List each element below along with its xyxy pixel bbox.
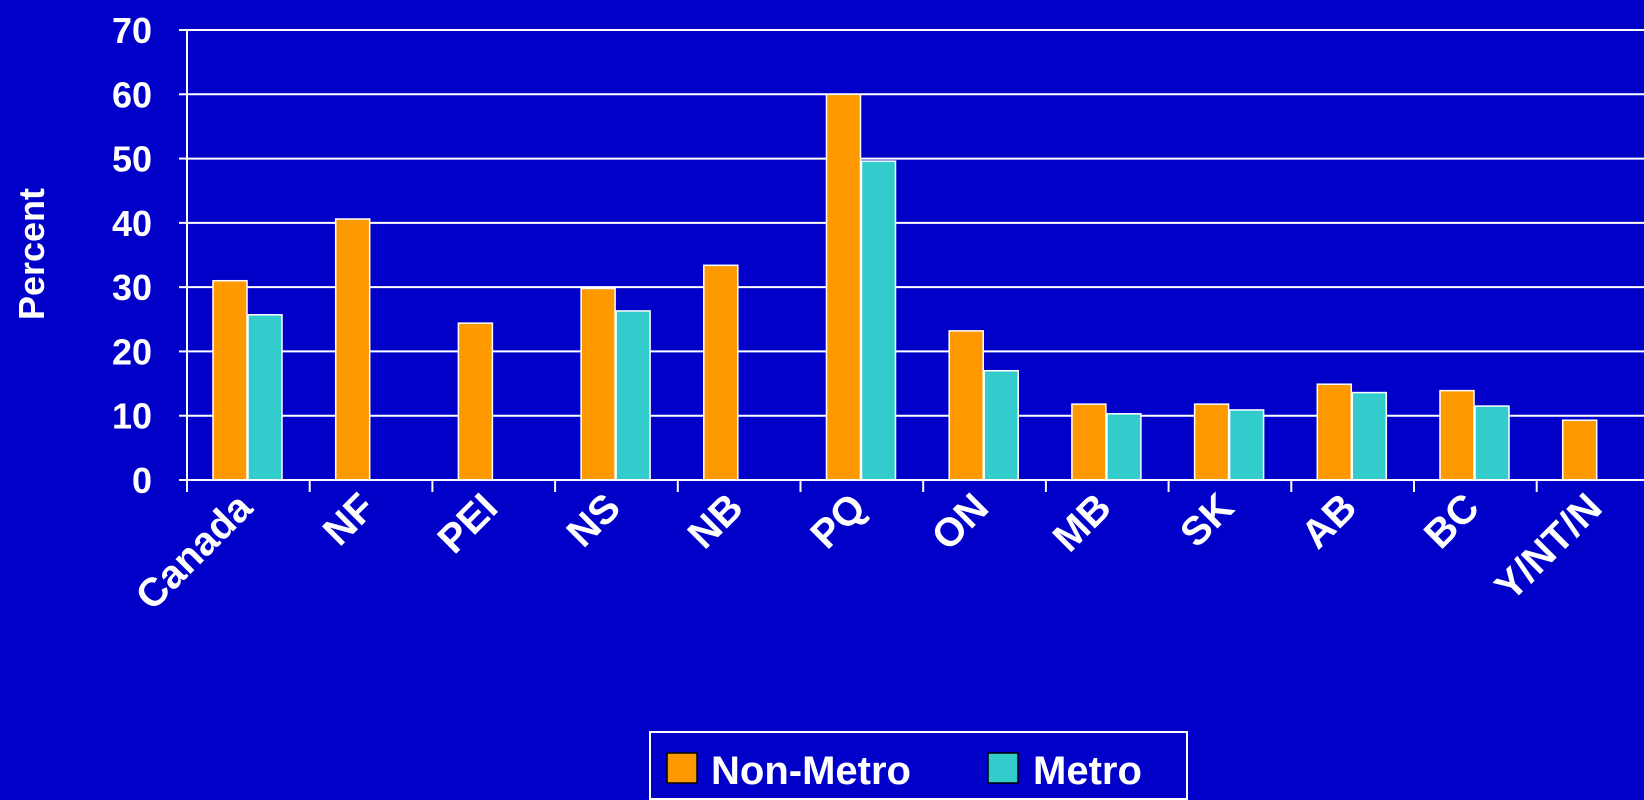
bar-metro-pq <box>862 161 896 480</box>
legend: Non-Metro Metro <box>650 732 1187 799</box>
y-tick-label: 60 <box>112 74 152 115</box>
bar-non-metro-nb <box>704 265 738 480</box>
x-category-label: ON <box>924 485 998 559</box>
x-category-label: Canada <box>128 485 262 619</box>
y-tick-label: 50 <box>112 139 152 180</box>
bar-non-metro-pei <box>458 323 492 480</box>
bar-non-metro-bc <box>1440 391 1474 480</box>
x-category-label: SK <box>1172 485 1242 555</box>
legend-label-metro: Metro <box>1033 749 1142 793</box>
bar-non-metro-mb <box>1072 404 1106 480</box>
y-tick-label: 70 <box>112 10 152 51</box>
x-category-label: NB <box>680 485 752 557</box>
bar-metro-canada <box>248 315 282 480</box>
bar-non-metro-nf <box>336 219 370 480</box>
bar-metro-mb <box>1107 414 1141 480</box>
legend-label-non-metro: Non-Metro <box>711 749 911 793</box>
bar-non-metro-on <box>949 331 983 480</box>
legend-swatch-non-metro <box>667 753 697 783</box>
y-tick-label: 10 <box>112 396 152 437</box>
gridlines <box>179 30 1644 480</box>
x-category-label: BC <box>1416 485 1488 557</box>
bar-non-metro-pq <box>827 94 861 480</box>
legend-swatch-metro <box>988 753 1018 783</box>
bar-metro-ab <box>1352 393 1386 480</box>
bar-non-metro-canada <box>213 281 247 480</box>
x-category-label: Y/NT/N <box>1487 485 1611 609</box>
y-tick-label: 40 <box>112 203 152 244</box>
x-category-labels: Canada NF PEI NS NB PQ ON MB SK AB BCY/NT/N <box>128 485 1611 619</box>
bar-metro-ns <box>616 311 650 480</box>
bar-metro-on <box>984 371 1018 480</box>
bar-non-metro-ab <box>1317 384 1351 480</box>
bar-non-metro-ns <box>581 288 615 480</box>
y-tick-label: 30 <box>112 267 152 308</box>
x-category-label: PQ <box>802 485 874 557</box>
x-category-label: PEI <box>430 485 507 562</box>
y-tick-label: 0 <box>132 460 152 501</box>
bar-metro-bc <box>1475 406 1509 480</box>
axes <box>187 30 1644 492</box>
bar-non-metro-sk <box>1195 404 1229 480</box>
y-tick-labels: 0 10 20 30 40 50 60 70 <box>112 10 152 501</box>
bar-non-metro-y-nt-n <box>1563 420 1597 480</box>
x-category-label: MB <box>1045 485 1120 560</box>
y-axis-title: Percent <box>11 188 52 320</box>
x-category-label: AB <box>1293 485 1365 557</box>
x-category-label: NS <box>559 485 629 555</box>
y-tick-label: 20 <box>112 331 152 372</box>
x-category-label: NF <box>315 485 384 554</box>
bar-metro-sk <box>1230 410 1264 480</box>
